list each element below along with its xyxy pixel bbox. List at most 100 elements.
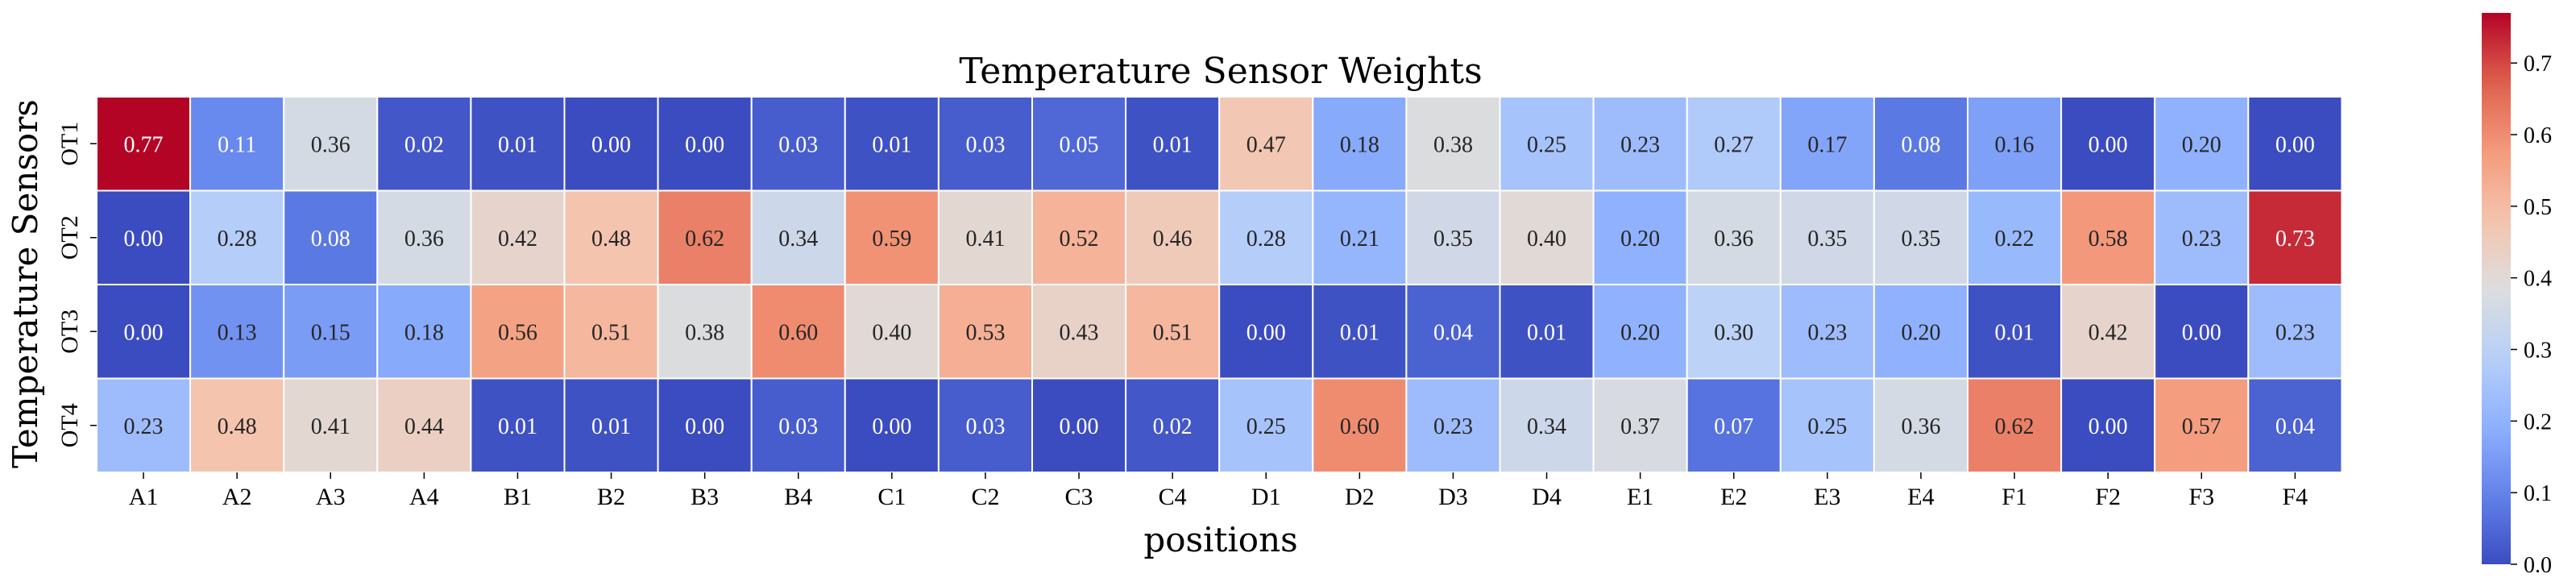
cell-value-label: 0.01: [498, 132, 537, 157]
heatmap-cell: [1592, 96, 1688, 192]
x-tick-label: C3: [1065, 484, 1093, 510]
heatmap-cell: [1218, 377, 1314, 473]
x-tick-label: A2: [222, 484, 252, 510]
heatmap-cells: 0.77 0.11 0.36 0.02 0.01 0.00 0.00 0.03 0.01 0.03…: [96, 96, 2343, 473]
heatmap-cell: [376, 377, 472, 473]
cell-value-label: 0.08: [311, 227, 351, 252]
y-tick-label: OT1: [56, 122, 83, 166]
cell-value-label: 0.73: [2275, 227, 2315, 252]
cell-value-label: 0.48: [218, 414, 257, 439]
x-tick-label: E2: [1720, 484, 1747, 510]
cell-value-label: 0.00: [685, 132, 724, 157]
cell-value-label: 0.28: [218, 227, 257, 252]
heatmap-cell: [563, 96, 659, 192]
heatmap-cell: [2154, 189, 2250, 285]
cell-value-label: 0.36: [404, 227, 444, 252]
cell-value-label: 0.03: [965, 414, 1005, 439]
heatmap-cell: [189, 377, 285, 473]
heatmap-cell: [1218, 189, 1314, 285]
cell-value-label: 0.51: [591, 320, 631, 345]
cell-value-label: 0.58: [2089, 227, 2128, 252]
x-tick-label: A4: [409, 484, 439, 510]
cell-value-label: 0.30: [1714, 320, 1753, 345]
cell-value-label: 0.01: [591, 414, 631, 439]
heatmap-cell: [1967, 284, 2063, 380]
cell-value-label: 0.42: [2089, 320, 2128, 345]
cell-value-label: 0.56: [498, 320, 537, 345]
colorbar: 0.0 0.1 0.2 0.3 0.4 0.5 0.6 0.7: [2482, 13, 2552, 578]
heatmap-cell: [1031, 284, 1127, 380]
cell-value-label: 0.23: [2275, 320, 2315, 345]
heatmap-cell: [1779, 96, 1875, 192]
cell-value-label: 0.00: [2182, 320, 2221, 345]
heatmap-cell: [657, 189, 753, 285]
heatmap-cell: [470, 189, 566, 285]
cell-value-label: 0.00: [591, 132, 631, 157]
cell-value-label: 0.41: [965, 227, 1005, 252]
cell-value-label: 0.42: [498, 227, 537, 252]
y-axis-label: Temperature Sensors: [6, 99, 45, 468]
x-tick-label: D3: [1438, 484, 1468, 510]
cell-value-label: 0.47: [1247, 132, 1286, 157]
heatmap-cell: [96, 284, 192, 380]
heatmap-cell: [2154, 377, 2250, 473]
cell-value-label: 0.01: [498, 414, 537, 439]
heatmap-cell: [96, 96, 192, 192]
x-tick-label: B3: [691, 484, 719, 510]
cell-value-label: 0.25: [1527, 132, 1566, 157]
heatmap-cell: [1312, 96, 1408, 192]
cell-value-label: 0.43: [1060, 320, 1099, 345]
colorbar-tick-label: 0.7: [2524, 52, 2552, 77]
x-tick-label: F2: [2095, 484, 2121, 510]
x-tick-label: D2: [1345, 484, 1375, 510]
cell-value-label: 0.25: [1807, 414, 1847, 439]
heatmap-cell: [563, 284, 659, 380]
x-tick-label: B2: [597, 484, 625, 510]
cell-value-label: 0.38: [685, 320, 724, 345]
heatmap-cell: [2154, 96, 2250, 192]
y-tick-labels: OT1 OT2 OT3 OT4: [56, 122, 97, 447]
cell-value-label: 0.17: [1807, 132, 1847, 157]
cell-value-label: 0.07: [1714, 414, 1753, 439]
heatmap-cell: [1499, 377, 1595, 473]
cell-value-label: 0.18: [404, 320, 444, 345]
heatmap-cell: [2247, 96, 2343, 192]
heatmap-cell: [1686, 189, 1782, 285]
cell-value-label: 0.18: [1340, 132, 1379, 157]
y-tick-label: OT4: [56, 403, 83, 447]
x-tick-labels: A1 A2 A3 A4 B1 B2 B3 B4 C1 C2 C3 C4 D1 D2 D3 D4 E1 E2 E3 E4…: [129, 472, 2308, 510]
cell-value-label: 0.11: [218, 132, 256, 157]
x-axis-label: positions: [1143, 520, 1297, 559]
heatmap-cell: [937, 377, 1034, 473]
heatmap-cell: [1499, 284, 1595, 380]
x-tick-label: F4: [2283, 484, 2308, 510]
heatmap-cell: [1031, 377, 1127, 473]
x-tick-label: A3: [316, 484, 346, 510]
heatmap-cell: [844, 377, 940, 473]
cell-value-label: 0.00: [685, 414, 724, 439]
cell-value-label: 0.35: [1433, 227, 1473, 252]
heatmap-cell: [1873, 96, 1968, 192]
heatmap-cell: [1405, 377, 1501, 473]
cell-value-label: 0.20: [1901, 320, 1940, 345]
heatmap-cell: [563, 377, 659, 473]
cell-value-label: 0.34: [1527, 414, 1566, 439]
heatmap-cell: [96, 377, 192, 473]
cell-value-label: 0.23: [1433, 414, 1473, 439]
cell-value-label: 0.22: [1995, 227, 2035, 252]
cell-value-label: 0.03: [965, 132, 1005, 157]
cell-value-label: 0.13: [218, 320, 257, 345]
heatmap-cell: [2060, 96, 2156, 192]
cell-value-label: 0.59: [872, 227, 911, 252]
cell-value-label: 0.77: [124, 132, 164, 157]
cell-value-label: 0.27: [1714, 132, 1753, 157]
cell-value-label: 0.00: [1247, 320, 1286, 345]
x-tick-label: E1: [1627, 484, 1653, 510]
cell-value-label: 0.40: [872, 320, 911, 345]
chart-title: Temperature Sensor Weights: [959, 51, 1482, 92]
heatmap-cell: [283, 96, 379, 192]
heatmap-cell: [1686, 96, 1782, 192]
cell-value-label: 0.25: [1247, 414, 1286, 439]
cell-value-label: 0.60: [778, 320, 818, 345]
heatmap-cell: [1499, 96, 1595, 192]
